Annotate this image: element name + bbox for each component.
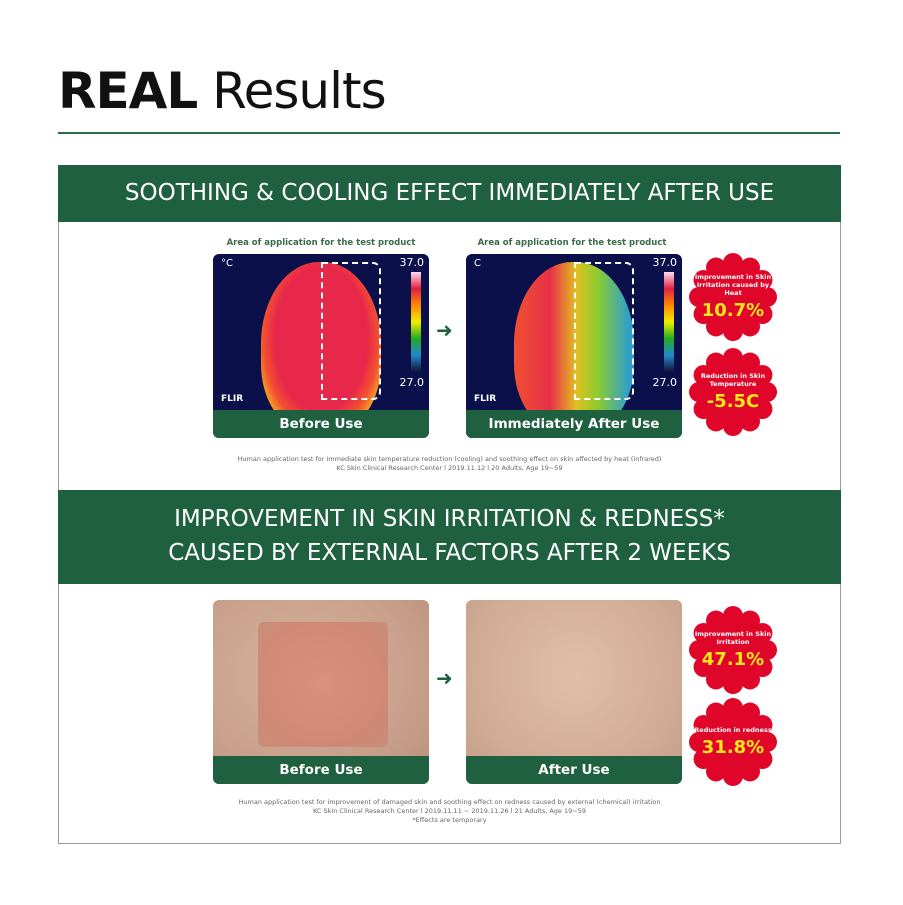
section1-heading: SOOTHING & COOLING EFFECT IMMEDIATELY AF…: [58, 165, 841, 222]
section2-heading: IMPROVEMENT IN SKIN IRRITATION & REDNESS…: [58, 490, 841, 584]
stat-badge: Improvement in Skin Irritation 47.1%: [688, 605, 778, 695]
flir-logo: FLIR: [221, 394, 244, 404]
after-use-label: Immediately After Use: [466, 410, 682, 438]
application-caption: Area of application for the test product: [226, 238, 416, 248]
skin-after-image: After Use: [466, 600, 682, 784]
application-caption: Area of application for the test product: [477, 238, 667, 248]
flir-logo: FLIR: [474, 394, 497, 404]
after-use-label: After Use: [466, 756, 682, 784]
thermal-after-image: C 37.0 27.0 FLIR Immediately After Use: [466, 254, 682, 438]
before-use-label: Before Use: [213, 410, 429, 438]
stat-badge: Reduction in redness 31.8%: [688, 697, 778, 787]
skin-before-image: Before Use: [213, 600, 429, 784]
divider: [58, 132, 840, 134]
before-use-label: Before Use: [213, 756, 429, 784]
thermal-before-image: °C 37.0 27.0 FLIR Before Use: [213, 254, 429, 438]
study-note: Human application test for immediate ski…: [237, 455, 662, 472]
arrow-right-icon: ➜: [436, 318, 453, 342]
study-note: Human application test for improvement o…: [238, 798, 661, 824]
page-title: REAL Results: [58, 62, 387, 120]
arrow-right-icon: ➜: [436, 666, 453, 690]
stat-badge: Reduction in Skin Temperature -5.5C: [688, 347, 778, 437]
stat-badge: Improvement in Skin Irritation caused by…: [688, 252, 778, 342]
